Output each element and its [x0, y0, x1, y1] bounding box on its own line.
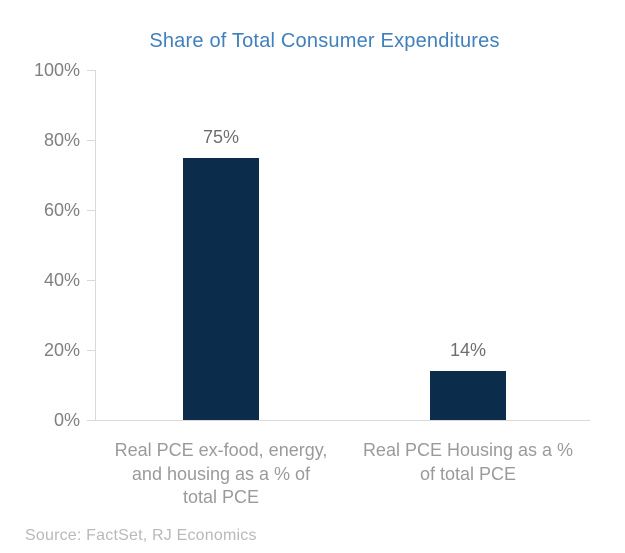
y-axis-tick-mark: [87, 70, 95, 71]
category-label: Real PCE ex-food, energy, and housing as …: [96, 439, 346, 510]
y-axis-tick-mark: [87, 350, 95, 351]
x-axis-line: [95, 420, 590, 421]
y-axis-tick-mark: [87, 140, 95, 141]
bar-value-label: 14%: [449, 340, 487, 360]
category-label-line: Real PCE ex-food, energy,: [114, 440, 328, 460]
category-label-line: and housing as a % of: [131, 463, 311, 484]
category-label-line: Real PCE Housing as a %: [362, 440, 574, 460]
y-axis-tick-label: 80%: [43, 130, 80, 150]
y-axis-tick-label: 60%: [43, 200, 80, 220]
y-axis-tick-label: 100%: [33, 60, 80, 80]
y-axis-tick-mark: [87, 210, 95, 211]
bar-value-label: 75%: [202, 126, 240, 147]
bar: [183, 157, 259, 420]
y-axis-line: [95, 70, 96, 420]
y-axis-tick-mark: [87, 280, 95, 281]
source-note: Source: FactSet, RJ Economics: [25, 527, 257, 544]
category-label: Real PCE Housing as a % of total PCE: [343, 439, 593, 486]
category-label-line: total PCE: [182, 487, 260, 507]
y-axis-tick-label: 0%: [53, 410, 80, 430]
bar: [430, 371, 506, 420]
y-axis-tick-label: 20%: [43, 340, 80, 360]
category-label-line: of total PCE: [419, 463, 517, 484]
chart-title: Share of Total Consumer Expenditures: [149, 30, 500, 52]
y-axis-tick-label: 40%: [43, 270, 80, 290]
y-axis-tick-mark: [87, 420, 95, 421]
